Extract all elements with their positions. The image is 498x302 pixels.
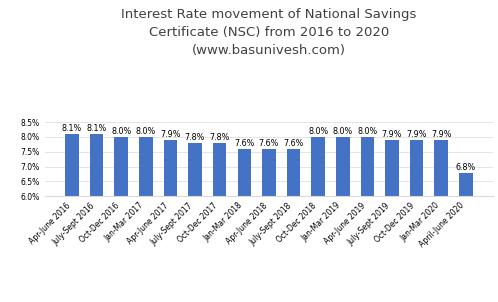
Bar (238, 149, 251, 302)
Text: 7.9%: 7.9% (406, 130, 427, 139)
Bar (410, 140, 423, 302)
Bar (65, 134, 79, 302)
Bar (459, 172, 473, 302)
Text: 7.9%: 7.9% (431, 130, 452, 139)
Text: 8.0%: 8.0% (135, 127, 156, 137)
Bar (115, 137, 128, 302)
Bar (434, 140, 448, 302)
Bar (262, 149, 276, 302)
Bar (385, 140, 399, 302)
Text: 7.6%: 7.6% (259, 139, 279, 148)
Bar (139, 137, 152, 302)
Text: 8.1%: 8.1% (62, 124, 82, 133)
Text: 6.8%: 6.8% (456, 163, 476, 172)
Text: 7.6%: 7.6% (234, 139, 254, 148)
Text: 8.1%: 8.1% (87, 124, 107, 133)
Bar (336, 137, 350, 302)
Text: 8.0%: 8.0% (111, 127, 131, 137)
Bar (361, 137, 374, 302)
Text: 7.9%: 7.9% (160, 130, 181, 139)
Bar (311, 137, 325, 302)
Text: 8.0%: 8.0% (333, 127, 353, 137)
Text: 7.8%: 7.8% (185, 133, 205, 142)
Bar (213, 143, 227, 302)
Text: Interest Rate movement of National Savings
Certificate (NSC) from 2016 to 2020
(: Interest Rate movement of National Savin… (121, 8, 417, 57)
Text: 8.0%: 8.0% (308, 127, 328, 137)
Text: 7.8%: 7.8% (210, 133, 230, 142)
Text: 7.9%: 7.9% (382, 130, 402, 139)
Text: 7.6%: 7.6% (283, 139, 304, 148)
Bar (287, 149, 300, 302)
Bar (90, 134, 104, 302)
Bar (188, 143, 202, 302)
Bar (164, 140, 177, 302)
Text: 8.0%: 8.0% (357, 127, 377, 137)
